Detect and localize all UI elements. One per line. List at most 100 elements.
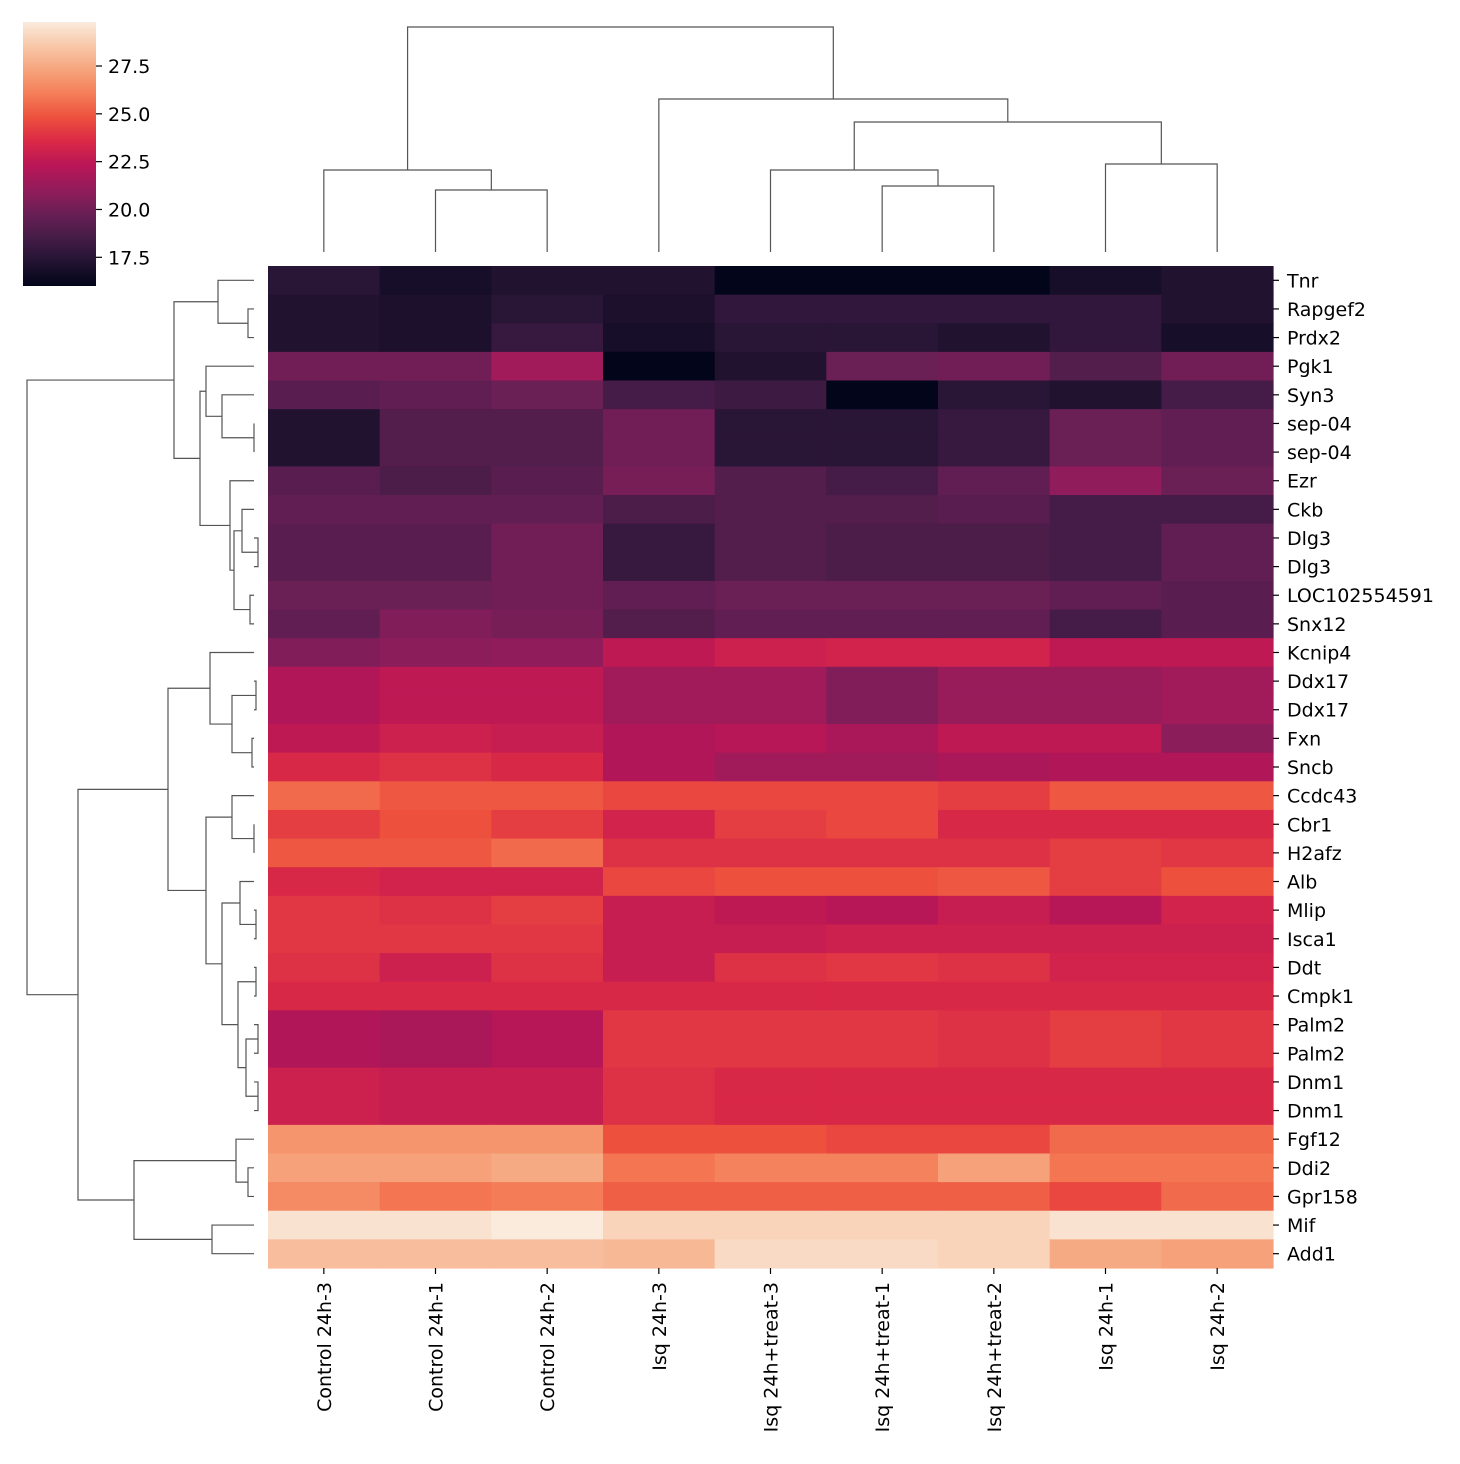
heatmap-cell <box>379 1182 492 1212</box>
heatmap-cell <box>938 437 1051 467</box>
heatmap-cell <box>1161 466 1274 496</box>
heatmap-cell <box>603 580 716 611</box>
heatmap-cell <box>714 895 827 926</box>
heatmap-cell <box>714 924 827 954</box>
heatmap-cell <box>714 1067 827 1097</box>
row-label: Ddx17 <box>1287 700 1349 722</box>
heatmap-cell <box>1161 1153 1274 1183</box>
heatmap-cell <box>826 781 939 811</box>
heatmap-cell <box>714 781 827 811</box>
heatmap-cell <box>714 1010 827 1040</box>
heatmap-cell <box>603 1153 716 1183</box>
row-label: Mif <box>1287 1215 1317 1237</box>
heatmap-cell <box>603 1124 716 1155</box>
heatmap-cell <box>603 466 716 496</box>
heatmap-cell <box>1049 838 1162 868</box>
heatmap-cell <box>379 523 492 553</box>
heatmap-cell <box>938 752 1051 782</box>
heatmap-cell <box>379 638 492 668</box>
heatmap-cell <box>603 1182 716 1212</box>
row-dendrogram-link <box>235 1138 254 1183</box>
column-label: Isq 24h+treat-1 <box>872 1282 894 1432</box>
row-label: Isca1 <box>1287 929 1337 951</box>
heatmap-cell <box>826 809 939 840</box>
row-dendrogram-link <box>205 365 254 417</box>
heatmap-cell <box>1049 781 1162 811</box>
heatmap-cell <box>826 752 939 782</box>
heatmap-cell <box>603 323 716 353</box>
heatmap-cell <box>491 1239 604 1269</box>
heatmap-cell <box>714 351 827 382</box>
heatmap-cell <box>1161 638 1274 668</box>
row-dendrogram-link <box>231 795 254 840</box>
heatmap-cell <box>714 666 827 697</box>
heatmap-cell <box>603 781 716 811</box>
heatmap-cell <box>603 895 716 926</box>
heatmap-cell <box>826 1153 939 1183</box>
heatmap-cell <box>938 1067 1051 1097</box>
heatmap-cell <box>1049 895 1162 926</box>
heatmap-cell <box>826 466 939 496</box>
row-dendrogram-link <box>247 1167 254 1198</box>
heatmap-cell <box>491 981 604 1011</box>
heatmap-cell <box>938 724 1051 754</box>
heatmap-cell <box>826 867 939 897</box>
row-label: Fxn <box>1287 728 1321 750</box>
heatmap-cell <box>1049 695 1162 725</box>
heatmap-cell <box>268 1038 381 1069</box>
heatmap-cell <box>938 809 1051 840</box>
heatmap-cell <box>826 266 939 296</box>
heatmap-cell <box>379 266 492 296</box>
heatmap-cell <box>379 1038 492 1069</box>
heatmap-cell <box>826 409 939 439</box>
row-dendrogram-link <box>221 902 240 1026</box>
heatmap-cell <box>1049 1210 1162 1240</box>
heatmap-cell <box>603 1010 716 1040</box>
heatmap-cell <box>268 953 381 983</box>
row-label: Palm2 <box>1287 1043 1345 1065</box>
heatmap-cell <box>1161 323 1274 353</box>
heatmap-cell <box>826 552 939 582</box>
heatmap-cell <box>714 809 827 840</box>
heatmap-cell <box>379 609 492 639</box>
heatmap-cell <box>1049 523 1162 553</box>
heatmap-cell <box>1049 552 1162 582</box>
heatmap-cell <box>268 552 381 582</box>
colorbar-tick-label: 27.5 <box>108 56 150 78</box>
heatmap-cell <box>1161 609 1274 639</box>
heatmap-cell <box>1049 1067 1162 1097</box>
heatmap-cell <box>491 380 604 410</box>
heatmap-cell <box>1049 1182 1162 1212</box>
heatmap-cell <box>1049 924 1162 954</box>
heatmap-cell <box>268 809 381 840</box>
heatmap-cell <box>268 1096 381 1126</box>
heatmap-cell <box>379 1239 492 1269</box>
heatmap-cell <box>379 323 492 353</box>
row-label: Alb <box>1287 872 1317 894</box>
row-label: Ddi2 <box>1287 1158 1331 1180</box>
heatmap-cell <box>938 351 1051 382</box>
row-label: Snx12 <box>1287 614 1347 636</box>
heatmap-cell <box>1049 1038 1162 1069</box>
heatmap-cell <box>379 867 492 897</box>
heatmap-cell <box>491 495 604 525</box>
heatmap-cell <box>1049 294 1162 324</box>
row-dendrogram-link <box>211 1224 254 1255</box>
heatmap-cell <box>938 1210 1051 1240</box>
row-dendrogram-link <box>221 394 254 439</box>
column-dendrogram-link <box>406 26 834 170</box>
heatmap-cell <box>938 323 1051 353</box>
heatmap-cell <box>826 323 939 353</box>
heatmap-cell <box>268 609 381 639</box>
heatmap-cell <box>714 1124 827 1155</box>
heatmap-cell <box>826 1067 939 1097</box>
heatmap-cell <box>491 1124 604 1155</box>
heatmap-cell <box>491 1067 604 1097</box>
heatmap-cell <box>714 609 827 639</box>
heatmap-cell <box>491 1096 604 1126</box>
heatmap-cell <box>603 552 716 582</box>
heatmap-cell <box>379 895 492 926</box>
heatmap-cell <box>603 409 716 439</box>
row-dendrogram-link <box>199 390 230 527</box>
